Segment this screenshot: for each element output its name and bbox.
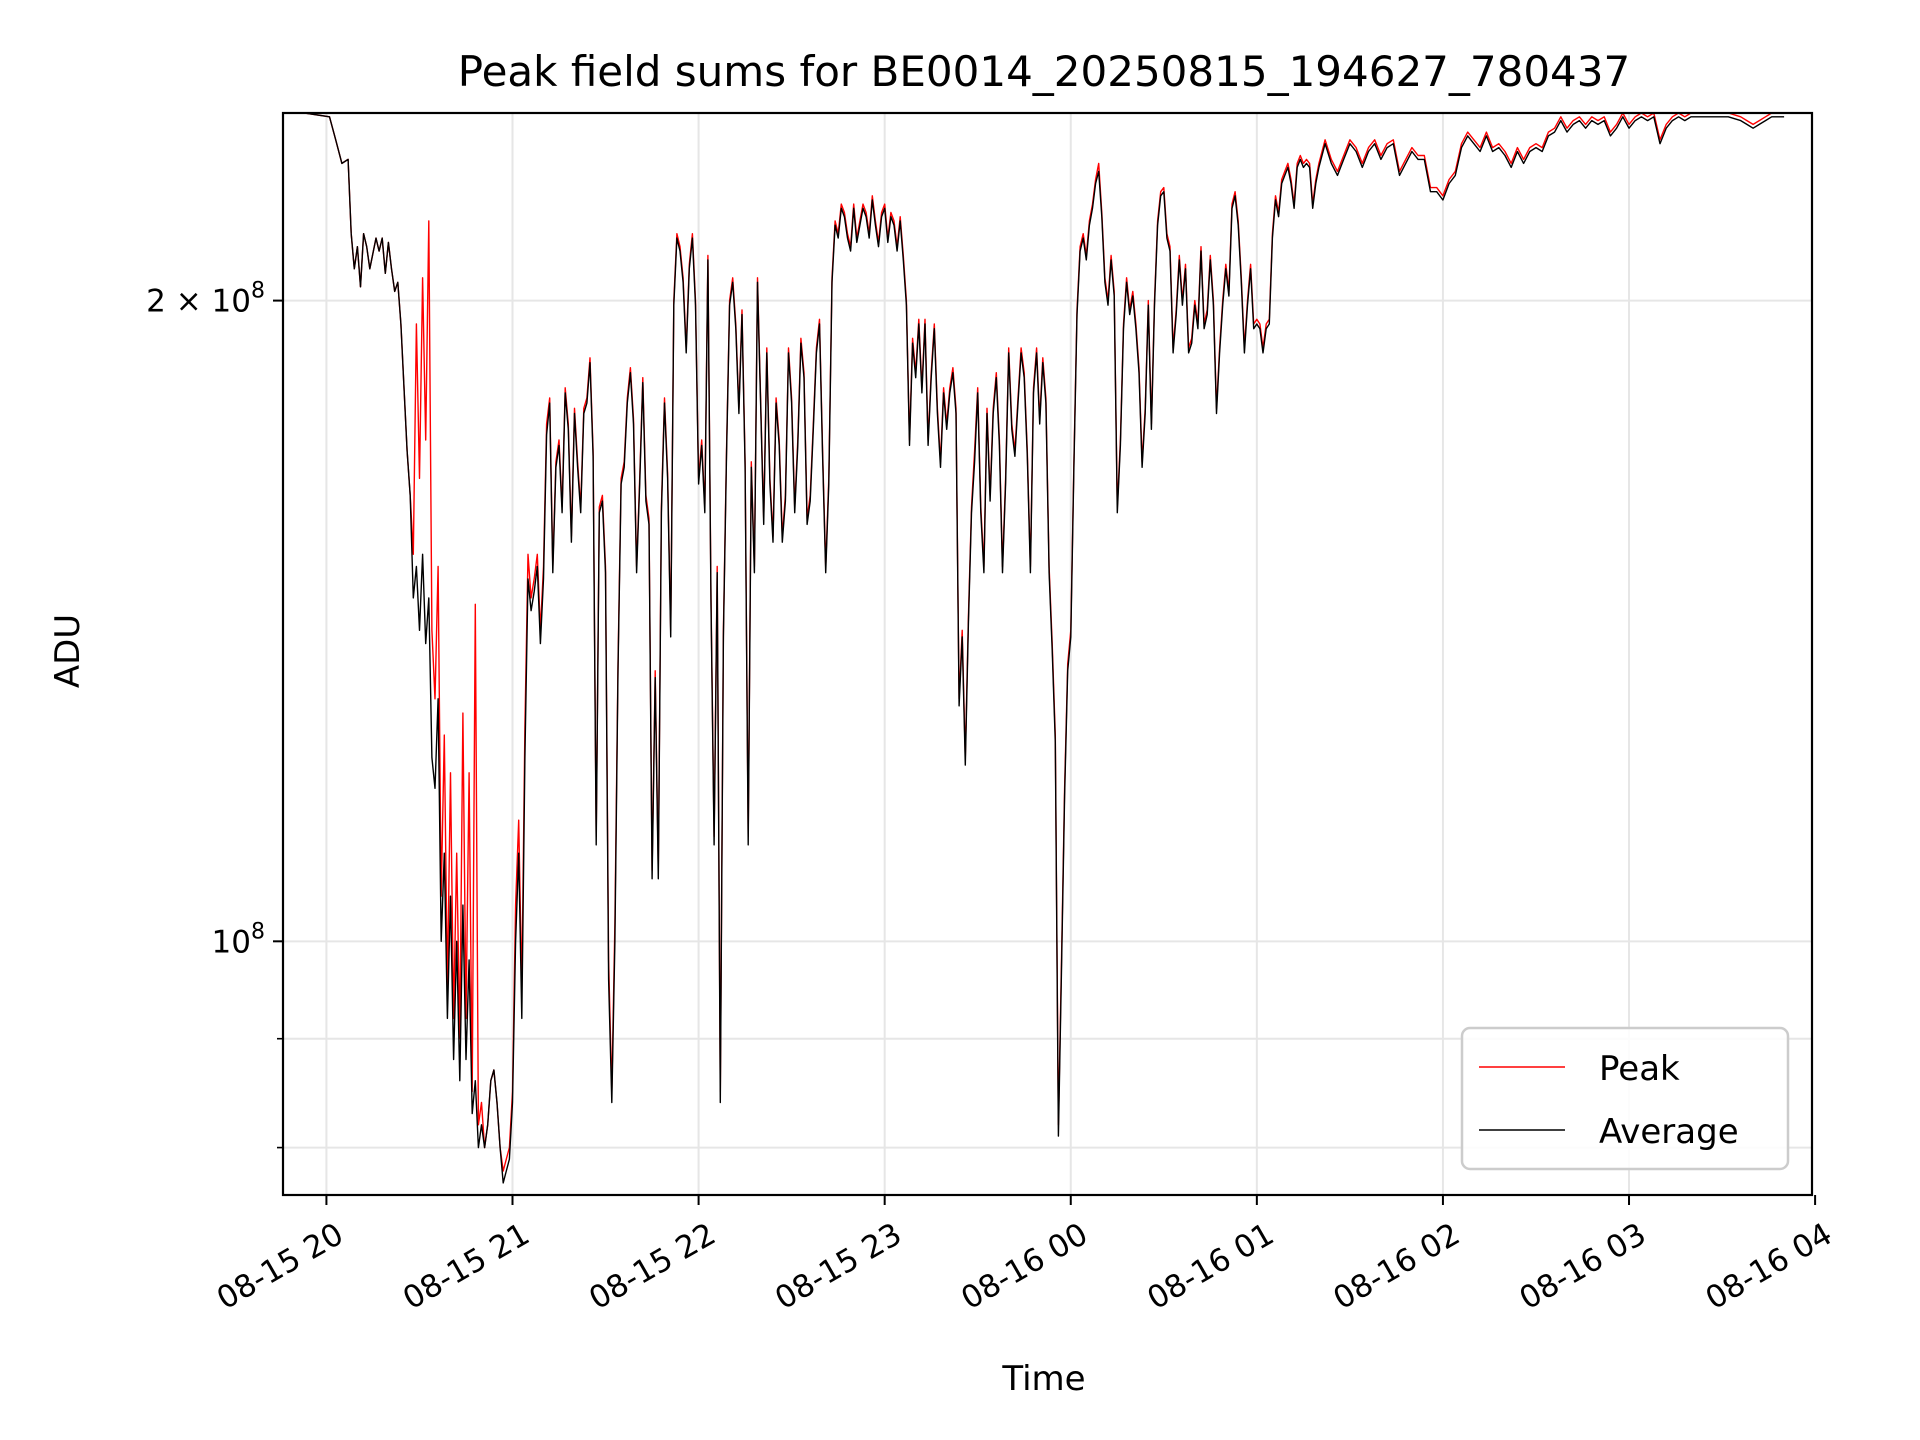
x-axis-label: Time — [1001, 1359, 1085, 1399]
y-tick-label: 2 × 108 — [146, 279, 265, 320]
chart-title: Peak field sums for BE0014_20250815_1946… — [458, 47, 1630, 96]
legend-box — [1460, 1026, 1790, 1171]
legend: Peak Average — [1460, 1026, 1790, 1171]
series-layer — [283, 113, 1785, 1184]
y-tick-label: 108 — [212, 919, 265, 960]
legend-label-average: Average — [1599, 1112, 1739, 1152]
legend-label-peak: Peak — [1599, 1049, 1680, 1089]
y-axis: 108 2 × 108 — [146, 279, 283, 1149]
y-axis-label: ADU — [48, 614, 88, 688]
plot-frame — [281, 111, 1814, 1197]
series-line-average — [283, 113, 1785, 1184]
